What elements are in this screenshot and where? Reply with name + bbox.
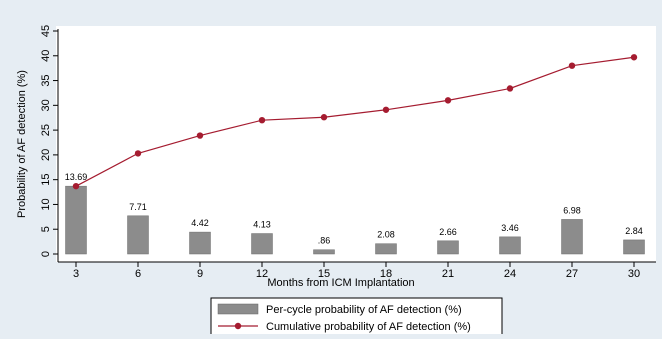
y-tick-label: 0 <box>40 251 52 257</box>
line-point <box>72 182 80 190</box>
bar <box>437 240 459 255</box>
legend-label-line: Cumulative probability of AF detection (… <box>266 321 471 333</box>
bar-value-label: 7.71 <box>129 202 147 212</box>
line-point <box>506 85 514 92</box>
x-tick-label: 30 <box>628 268 640 280</box>
bar-value-label: 2.66 <box>439 227 457 237</box>
x-tick-label: 27 <box>566 268 578 280</box>
bar-value-label: 4.42 <box>191 218 209 228</box>
x-tick-label: 15 <box>318 268 330 280</box>
bar-value-label: 2.84 <box>625 226 643 236</box>
x-tick-label: 9 <box>197 268 203 280</box>
y-tick-label: 30 <box>40 99 52 111</box>
y-axis-title: Probability of AF detection (%) <box>16 70 28 218</box>
line-point <box>630 54 638 61</box>
y-tick-label: 40 <box>40 50 52 62</box>
axes-layer: 0 5 10 15 20 25 30 35 40 45 3 6 9 12 15 18 21 24 27 30 <box>40 25 656 280</box>
y-tick-label: 25 <box>40 124 52 136</box>
legend-swatch-marker <box>234 322 242 330</box>
y-tick-label: 45 <box>40 25 52 37</box>
x-tick-label: 21 <box>442 268 454 280</box>
x-tick-label: 12 <box>256 268 268 280</box>
bar <box>313 249 335 255</box>
cumulative-line <box>75 56 635 187</box>
bar-labels-layer: 13.69 7.71 4.42 4.13 .86 2.08 2.66 3.46 6.98 2.84 <box>65 172 643 246</box>
legend-box <box>210 297 503 339</box>
bar-value-label: 4.13 <box>253 220 271 230</box>
y-tick-label: 20 <box>40 149 52 161</box>
line-point <box>320 114 328 121</box>
bar-value-label: 3.46 <box>501 223 519 233</box>
y-tick-label: 10 <box>40 198 52 210</box>
bar <box>251 233 273 255</box>
bar <box>127 215 149 255</box>
bar-value-label: 13.69 <box>65 172 88 182</box>
line-point <box>382 106 390 113</box>
x-tick-label: 18 <box>380 268 392 280</box>
bar <box>375 243 397 255</box>
y-tick-label: 15 <box>40 174 52 186</box>
bar-value-label: .86 <box>318 236 331 246</box>
line-point <box>444 97 452 104</box>
bar-value-label: 6.98 <box>563 205 581 215</box>
line-layer <box>72 54 638 190</box>
legend-swatch-bar <box>217 303 259 315</box>
bar <box>499 236 521 255</box>
x-tick-label: 24 <box>504 268 516 280</box>
bar-value-label: 2.08 <box>377 230 395 240</box>
plot-area <box>56 26 656 262</box>
x-tick-label: 6 <box>135 268 141 280</box>
line-point <box>568 62 576 69</box>
bar <box>189 231 211 255</box>
bar <box>65 185 87 255</box>
line-point <box>196 132 204 139</box>
y-tick-label: 5 <box>40 226 52 232</box>
legend: Per-cycle probability of AF detection (%… <box>210 297 503 339</box>
bars-layer <box>65 185 645 255</box>
legend-label-bar: Per-cycle probability of AF detection (%… <box>266 304 462 316</box>
bar <box>561 219 583 255</box>
x-tick-label: 3 <box>73 268 79 280</box>
x-axis-title: Months from ICM Implantation <box>267 277 414 289</box>
line-point <box>134 150 142 157</box>
y-tick-label: 35 <box>40 74 52 86</box>
bar <box>623 239 645 255</box>
line-point <box>258 117 266 124</box>
